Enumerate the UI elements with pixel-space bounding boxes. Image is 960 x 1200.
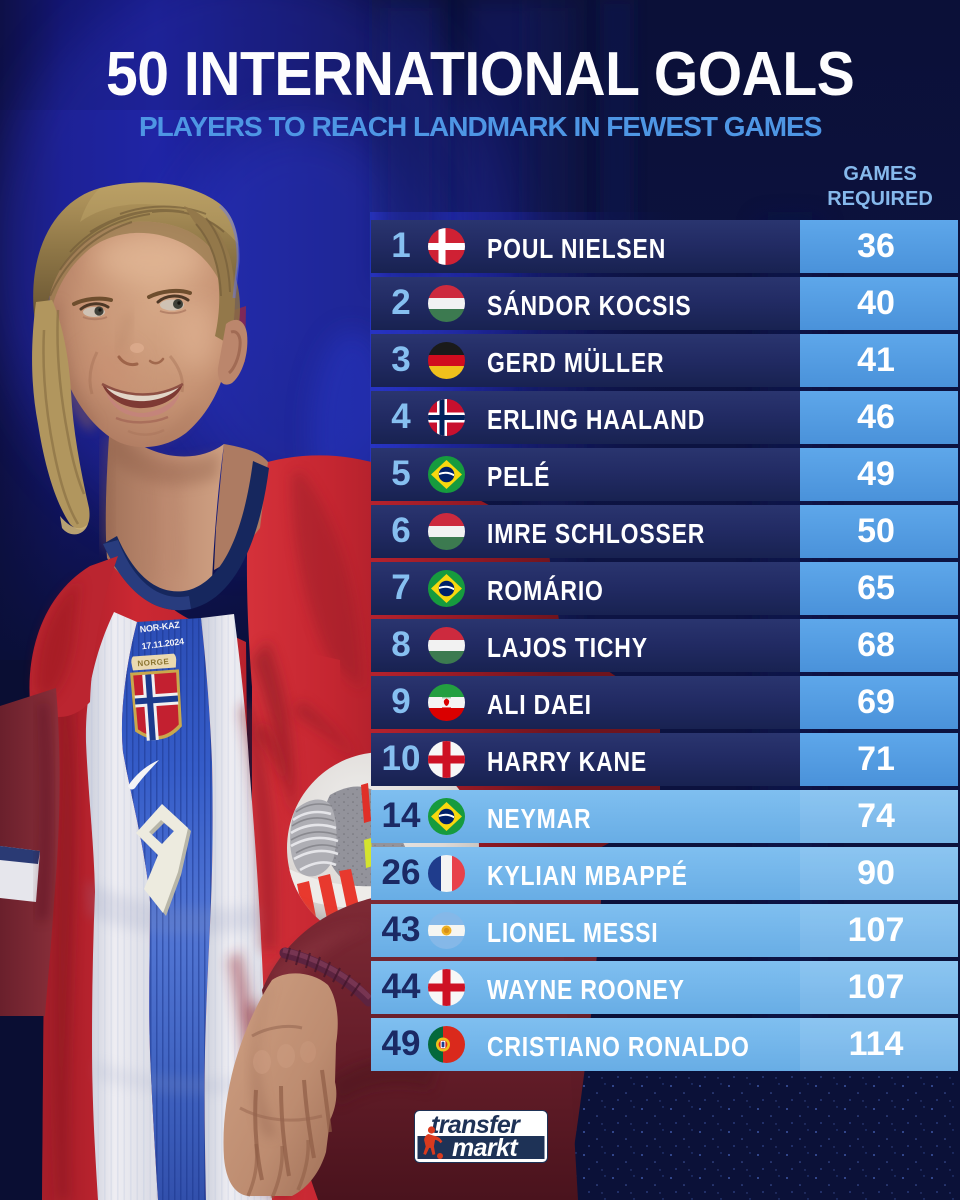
svg-text:markt: markt <box>452 1134 519 1162</box>
svg-text:NOR-KAZ: NOR-KAZ <box>139 620 181 635</box>
svg-text:NORGE: NORGE <box>137 657 170 668</box>
svg-text:transfer: transfer <box>431 1111 521 1139</box>
